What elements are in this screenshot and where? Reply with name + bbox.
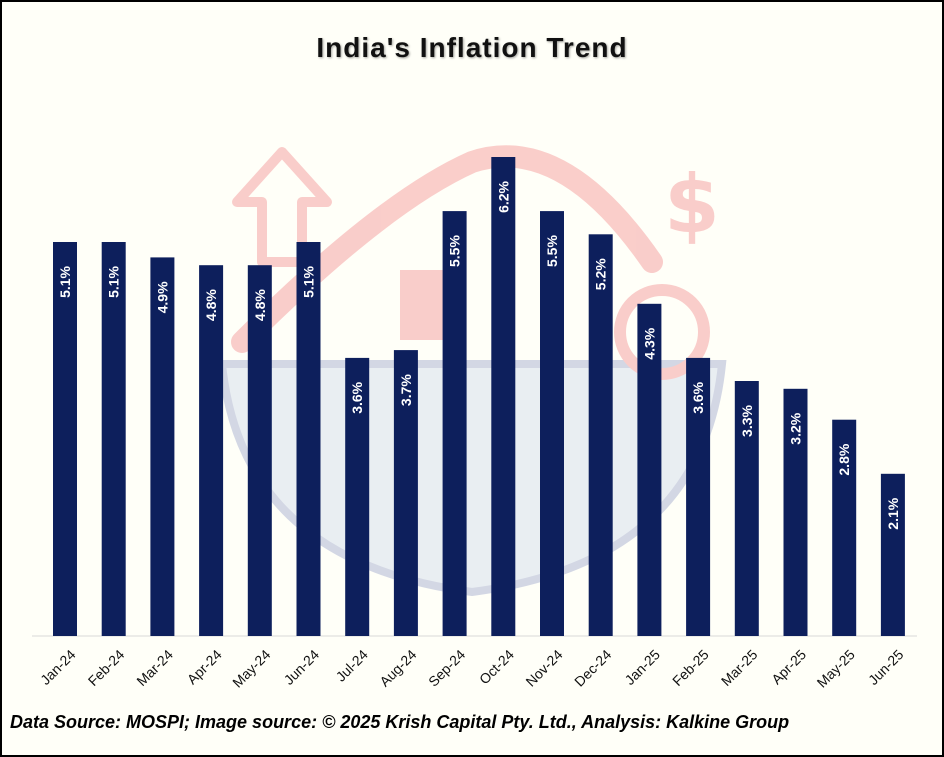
x-tick-Jan-25: Jan-25 (621, 646, 663, 688)
bar-Jan-24 (53, 242, 77, 636)
trend-curve-icon (231, 145, 663, 353)
x-tick-Feb-24: Feb-24 (85, 646, 128, 689)
data-label-Jan-24: 5.1% (57, 265, 73, 297)
bar-Oct-24 (491, 157, 516, 636)
x-tick-Mar-25: Mar-25 (718, 646, 761, 689)
x-tick-Mar-24: Mar-24 (133, 646, 176, 689)
x-tick-May-24: May-24 (229, 646, 273, 690)
x-tick-Jun-25: Jun-25 (865, 646, 907, 688)
bar-block-icon (400, 270, 445, 340)
x-tick-Apr-24: Apr-24 (184, 646, 225, 687)
x-tick-labels: Jan-24 Feb-24 Mar-24 Apr-24 May-24 Jun-24 Jul-… (37, 646, 907, 690)
bar-series (53, 157, 905, 637)
bar-Mar-24 (150, 257, 175, 636)
data-label-Mar-25: 3.3% (739, 405, 755, 437)
dollar-sign-icon: $ (664, 158, 720, 251)
data-label-Dec-24: 5.2% (593, 258, 609, 290)
bar-Jan-25 (637, 303, 662, 636)
data-label-Feb-25: 3.6% (690, 381, 706, 413)
data-label-Jul-24: 3.6% (349, 381, 365, 413)
bar-Jul-24 (345, 357, 370, 636)
x-tick-Nov-24: Nov-24 (522, 646, 565, 689)
data-label-Aug-24: 3.7% (398, 374, 414, 406)
bar-Mar-25 (734, 381, 759, 636)
x-tick-Jun-24: Jun-24 (281, 646, 323, 688)
x-tick-May-25: May-25 (814, 646, 858, 690)
bar-May-24 (247, 265, 272, 636)
data-label-Feb-24: 5.1% (106, 265, 122, 297)
bar-Jun-24 (296, 242, 321, 636)
x-tick-Jan-24: Jan-24 (37, 646, 79, 688)
data-labels: 5.1% 5.1% 4.9% 4.8% 4.8% 5.1% 3.6% 3.7% 5.5% 6.2%… (57, 180, 901, 529)
upward-arrow-icon (232, 147, 332, 267)
bar-Sep-24 (442, 211, 467, 636)
data-label-May-25: 2.8% (836, 443, 852, 475)
x-tick-Oct-24: Oct-24 (476, 646, 517, 687)
data-label-Apr-24: 4.8% (203, 289, 219, 321)
x-tick-Dec-24: Dec-24 (571, 646, 614, 689)
bar-Apr-24 (199, 265, 224, 636)
bar-Nov-24 (540, 211, 564, 636)
bar-May-25 (832, 419, 857, 636)
x-tick-Feb-25: Feb-25 (669, 646, 712, 689)
bar-Jun-25 (880, 473, 905, 636)
source-note: Data Source: MOSPI; Image source: © 2025… (10, 712, 790, 732)
x-tick-Aug-24: Aug-24 (376, 646, 419, 689)
data-label-Oct-24: 6.2% (495, 180, 511, 212)
data-label-May-24: 4.8% (252, 289, 268, 321)
data-label-Mar-24: 4.9% (154, 281, 170, 313)
bar-Aug-24 (393, 350, 418, 636)
data-label-Sep-24: 5.5% (447, 235, 463, 267)
bar-Apr-25 (783, 388, 808, 636)
chart-title: India's Inflation Trend (316, 32, 628, 63)
data-label-Jan-25: 4.3% (641, 327, 657, 359)
x-tick-Apr-25: Apr-25 (768, 646, 809, 687)
bar-Feb-24 (101, 242, 126, 636)
bar-Dec-24 (588, 234, 613, 637)
data-label-Jun-25: 2.1% (885, 497, 901, 529)
bar-Feb-25 (686, 357, 711, 636)
coin-icon (614, 284, 710, 380)
data-label-Apr-25: 3.2% (788, 412, 804, 444)
data-label-Nov-24: 5.5% (544, 235, 560, 267)
data-label-Jun-24: 5.1% (301, 265, 317, 297)
x-tick-Sep-24: Sep-24 (425, 646, 468, 689)
x-tick-Jul-24: Jul-24 (333, 646, 371, 684)
